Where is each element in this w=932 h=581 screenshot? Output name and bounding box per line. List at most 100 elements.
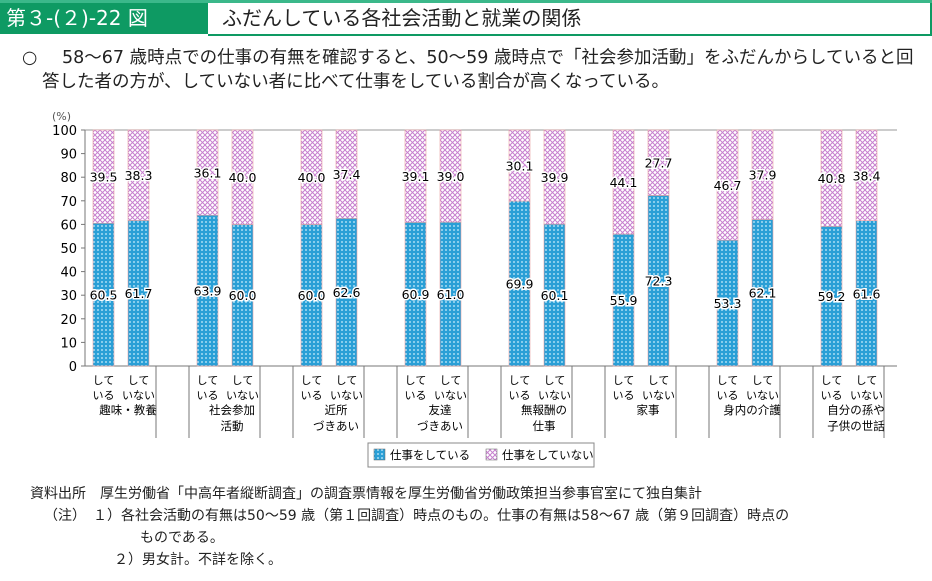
bar-label: いない: [434, 389, 467, 402]
figure-title: ふだんしている各社会活動と就業の関係: [208, 3, 932, 36]
notes-label: （注）: [44, 508, 79, 524]
legend-label: 仕事をしている: [390, 448, 470, 462]
legend-label: 仕事をしていない: [502, 448, 594, 462]
bar-not-working: [92, 129, 115, 224]
lead-sentence: 58～67 歳時点での仕事の有無を確認すると、50～59 歳時点で「社会参加活動…: [42, 48, 914, 92]
bar-label: して: [128, 374, 150, 387]
legend-swatch: [373, 448, 386, 461]
bar-label: して: [440, 374, 462, 387]
bar-label: して: [93, 374, 115, 387]
data-label-not-working: 40.0: [298, 170, 326, 185]
bar-label: いる: [821, 389, 843, 402]
bar-label: いる: [93, 389, 115, 402]
data-label-working: 60.1: [541, 288, 569, 303]
bar-not-working: [508, 129, 531, 202]
bar-label: いない: [642, 389, 675, 402]
note-1: １）各社会活動の有無は50～59 歳（第１回調査）時点のもの。仕事の有無は58～…: [93, 508, 790, 524]
bar-label: して: [197, 374, 219, 387]
lead-text: ○ 58～67 歳時点での仕事の有無を確認すると、50～59 歳時点で「社会参加…: [22, 46, 922, 94]
bar-label: して: [717, 374, 739, 387]
bar-not-working: [751, 129, 774, 220]
data-label-not-working: 37.4: [333, 167, 361, 182]
y-tick-label: 30: [60, 289, 77, 304]
category-label: 家事: [637, 403, 660, 417]
data-label-not-working: 38.4: [853, 168, 881, 183]
data-label-working: 63.9: [194, 284, 222, 299]
data-label-not-working: 44.1: [610, 175, 638, 190]
data-label-working: 53.3: [714, 296, 742, 311]
bar-label: して: [856, 374, 878, 387]
note-2: ２）男女計。不詳を除く。: [114, 552, 282, 568]
bar-label: いない: [226, 389, 259, 402]
source-label: 資料出所: [30, 486, 86, 502]
data-label-not-working: 27.7: [645, 156, 673, 171]
y-tick-label: 0: [69, 360, 77, 375]
bar-label: して: [821, 374, 843, 387]
legend-swatch: [485, 448, 498, 461]
bar-label: いない: [538, 389, 571, 402]
data-label-working: 60.0: [229, 288, 257, 303]
figure-number: 第３-(２)-22 図: [0, 3, 208, 34]
category-label: 身内の介護: [723, 403, 781, 417]
note-1-cont: ものである。: [140, 530, 224, 546]
y-tick-label: 40: [60, 266, 77, 281]
y-tick-label: 60: [60, 218, 77, 233]
y-tick-label: 20: [60, 313, 77, 328]
y-tick-label: 50: [60, 242, 77, 257]
data-label-working: 61.0: [437, 287, 465, 302]
data-label-working: 61.6: [853, 286, 881, 301]
category-label: 仕事: [533, 419, 556, 433]
bar-label: いる: [405, 389, 427, 402]
category-label: 趣味・教養: [99, 403, 157, 417]
data-label-working: 62.1: [749, 286, 777, 301]
bar-not-working: [231, 129, 254, 225]
data-label-not-working: 30.1: [506, 159, 534, 174]
data-label-not-working: 39.0: [437, 169, 465, 184]
bar-label: いない: [746, 389, 779, 402]
data-label-not-working: 39.1: [402, 169, 430, 184]
bar-label: いない: [330, 389, 363, 402]
bar-label: して: [336, 374, 358, 387]
bar-not-working: [127, 129, 150, 221]
bar-label: して: [613, 374, 635, 387]
bar-not-working: [439, 129, 462, 223]
bar-not-working: [647, 129, 670, 196]
bar-not-working: [820, 129, 843, 227]
category-label: づきあい: [417, 419, 463, 433]
bar-label: いない: [122, 389, 155, 402]
data-label-working: 69.9: [506, 277, 534, 292]
data-label-not-working: 37.9: [749, 168, 777, 183]
data-label-not-working: 39.5: [90, 170, 118, 185]
bar-label: いる: [197, 389, 219, 402]
data-label-working: 72.3: [645, 274, 673, 289]
stacked-bar-chart: (%) 0 10 20 30 40 50 60 70 80 90 100 60.5 39.5 している 61.…: [52, 110, 897, 468]
data-label-not-working: 40.8: [818, 171, 846, 186]
y-tick-label: 10: [60, 336, 77, 351]
data-label-working: 55.9: [610, 293, 638, 308]
bar-not-working: [855, 129, 878, 221]
data-label-working: 60.0: [298, 288, 326, 303]
legend-box: [367, 442, 595, 468]
y-tick-label: 100: [52, 124, 77, 139]
bar-label: して: [648, 374, 670, 387]
bar-label: いる: [613, 389, 635, 402]
category-label: 子供の世話: [827, 419, 885, 433]
data-label-working: 59.2: [818, 289, 846, 304]
category-label: づきあい: [313, 419, 359, 433]
bar-not-working: [335, 129, 358, 219]
bar-not-working: [716, 129, 739, 241]
bar-label: して: [752, 374, 774, 387]
category-label: 活動: [221, 419, 244, 433]
bar-not-working: [612, 129, 635, 235]
data-label-not-working: 39.9: [541, 170, 569, 185]
header: 第３-(２)-22 図 ふだんしている各社会活動と就業の関係: [0, 0, 932, 36]
category-label: 社会参加: [209, 403, 255, 417]
data-label-not-working: 36.1: [194, 166, 222, 181]
bar-label: して: [301, 374, 323, 387]
data-label-not-working: 46.7: [714, 178, 742, 193]
y-tick-label: 70: [60, 195, 77, 210]
bar-label: して: [232, 374, 254, 387]
source-notes: 資料出所 厚生労働省「中高年者縦断調査」の調査票情報を厚生労働省労働政策担当参事…: [30, 483, 789, 571]
y-tick-label: 90: [60, 148, 77, 163]
bar-label: して: [509, 374, 531, 387]
